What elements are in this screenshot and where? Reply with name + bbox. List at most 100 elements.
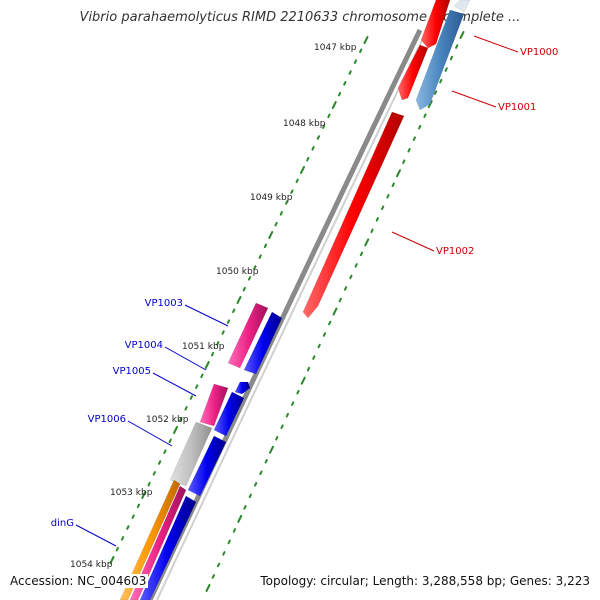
feature-vp1006-blue[interactable] xyxy=(213,391,245,437)
tick-mark-outer xyxy=(331,101,337,109)
map-title: Vibrio parahaemolyticus RIMD 2210633 chr… xyxy=(79,10,521,25)
tick-mark-outer xyxy=(300,166,305,174)
tick-mark-outer xyxy=(279,211,283,216)
gene-label-vp1003[interactable]: VP1003 xyxy=(145,298,183,309)
tick-mark-inner xyxy=(343,286,348,291)
tick-mark-outer xyxy=(285,200,289,205)
tick-mark-inner xyxy=(291,401,295,406)
tick-mark-outer xyxy=(363,36,369,44)
tick-mark-outer xyxy=(263,243,268,249)
tick-mark-outer xyxy=(236,296,242,304)
tick-mark-outer xyxy=(348,70,352,75)
gene-label-ding[interactable]: dinG xyxy=(51,518,74,529)
feature-lower-blue[interactable] xyxy=(139,495,197,600)
feature-vp1006-next[interactable] xyxy=(187,435,227,497)
tick-mark-inner xyxy=(439,78,443,84)
tick-mark-inner xyxy=(285,412,289,418)
feature-vp1000[interactable] xyxy=(420,0,451,49)
tick-mark-inner xyxy=(423,113,427,118)
feature-vp1001-tip[interactable] xyxy=(453,0,471,13)
tick-mark-outer xyxy=(295,178,299,184)
feature-vp1006[interactable] xyxy=(169,421,213,487)
gene-label-vp1005[interactable]: VP1005 xyxy=(113,366,151,377)
tick-mark-outer xyxy=(163,449,167,454)
tick-mark-outer xyxy=(253,265,257,270)
tick-mark-outer xyxy=(195,384,199,389)
tick-mark-inner xyxy=(264,459,268,464)
tick-mark-outer xyxy=(226,319,231,324)
tick-mark-outer xyxy=(141,491,147,499)
tick-mark-outer xyxy=(316,135,320,140)
tick-mark-inner xyxy=(433,90,438,95)
gene-label-vp1002[interactable]: VP1002 xyxy=(436,246,474,257)
tick-label: 1050 kbp xyxy=(216,267,259,277)
tick-mark-outer xyxy=(147,481,151,487)
tick-mark-inner xyxy=(427,100,433,109)
gene-label-leader xyxy=(164,346,207,371)
tick-mark-inner xyxy=(396,169,401,178)
tick-label: 1052 kbp xyxy=(146,415,189,425)
gene-label-leader xyxy=(451,90,497,108)
tick-mark-outer xyxy=(179,416,183,422)
feature-vp1000-lower[interactable] xyxy=(397,44,429,101)
summary-text: Topology: circular; Length: 3,288,558 bp… xyxy=(258,574,592,588)
gene-label-vp1001[interactable]: VP1001 xyxy=(498,102,536,113)
tick-label: 1054 kbp xyxy=(70,560,113,570)
feature-lower-pink[interactable] xyxy=(129,485,187,600)
tick-mark-outer xyxy=(322,124,326,129)
tick-mark-inner xyxy=(248,493,252,499)
tick-mark-inner xyxy=(459,31,465,39)
feature-ding[interactable] xyxy=(119,479,181,600)
gene-label-vp1006[interactable]: VP1006 xyxy=(88,414,126,425)
tick-mark-outer xyxy=(200,373,204,379)
tick-mark-outer xyxy=(152,471,156,476)
tick-mark-inner xyxy=(205,584,211,592)
tick-mark-inner xyxy=(418,124,422,130)
tick-mark-inner xyxy=(338,297,342,303)
tick-mark-inner xyxy=(275,435,279,441)
tick-mark-inner xyxy=(300,376,306,385)
tick-label: 1053 kbp xyxy=(110,488,153,498)
feature-vp1003[interactable] xyxy=(227,302,269,369)
feature-vp1003-blue[interactable] xyxy=(243,311,283,375)
tick-mark-inner xyxy=(455,44,459,49)
feature-vp1005-pink[interactable] xyxy=(199,383,229,427)
tick-mark-outer xyxy=(158,460,162,465)
tick-mark-outer xyxy=(359,48,363,54)
tick-mark-inner xyxy=(211,574,215,579)
gene-label-leader xyxy=(75,524,117,547)
tick-mark-outer xyxy=(184,406,188,411)
tick-mark-outer xyxy=(136,503,141,509)
gene-label-leader xyxy=(391,231,435,252)
tick-mark-inner xyxy=(364,238,370,247)
tick-mark-inner xyxy=(243,505,247,510)
tick-mark-inner xyxy=(269,445,274,454)
gene-label-vp1000[interactable]: VP1000 xyxy=(520,47,558,58)
tick-mark-inner xyxy=(444,67,448,72)
tick-label: 1051 kbp xyxy=(182,342,225,352)
feature-vp1002[interactable] xyxy=(302,111,405,319)
tick-mark-inner xyxy=(232,528,237,533)
tick-mark-outer xyxy=(216,341,220,346)
accession-text: Accession: NC_004603 xyxy=(8,574,149,588)
feature-vp1001[interactable] xyxy=(415,9,465,111)
gene-label-vp1004[interactable]: VP1004 xyxy=(125,340,163,351)
gene-label-leader xyxy=(127,420,173,447)
tick-mark-inner xyxy=(354,263,358,268)
tick-mark-outer xyxy=(131,514,135,519)
gene-label-leader xyxy=(184,304,229,327)
tick-mark-outer xyxy=(126,525,130,530)
tick-mark-outer xyxy=(327,113,331,119)
tick-mark-inner xyxy=(222,551,226,556)
tick-mark-inner xyxy=(370,228,374,234)
tick-mark-inner xyxy=(306,366,311,372)
tick-mark-inner xyxy=(254,482,258,487)
tick-mark-outer xyxy=(189,395,193,400)
tick-mark-outer xyxy=(168,438,172,444)
tick-mark-inner xyxy=(402,159,406,164)
backbone-track xyxy=(147,28,423,600)
tick-mark-inner xyxy=(332,307,338,316)
tick-label: 1049 kbp xyxy=(250,193,293,203)
feature-vp1005[interactable] xyxy=(234,381,251,395)
tick-mark-inner xyxy=(375,217,379,222)
